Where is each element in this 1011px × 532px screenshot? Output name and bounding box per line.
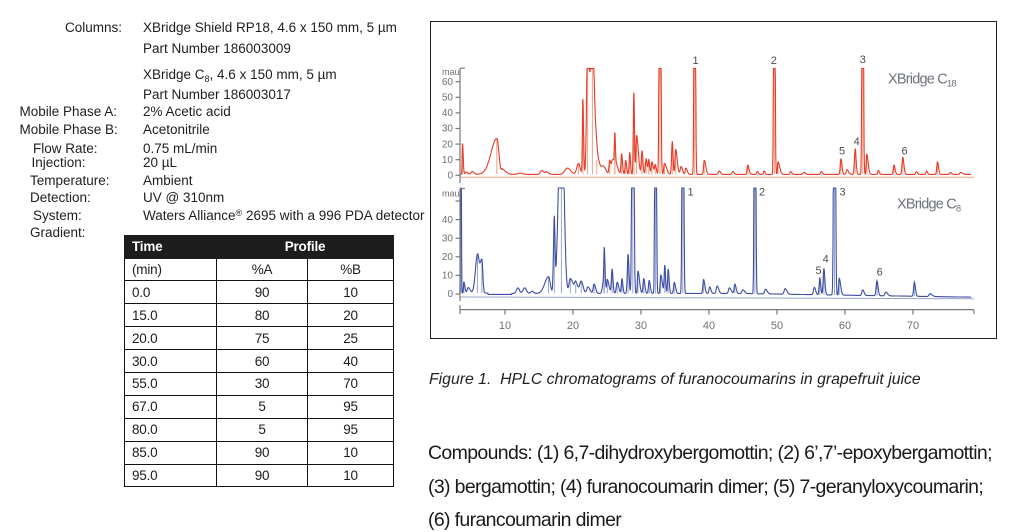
- svg-text:6: 6: [902, 146, 908, 158]
- svg-text:30: 30: [442, 124, 454, 135]
- svg-text:30: 30: [635, 320, 647, 332]
- svg-text:10: 10: [442, 155, 454, 166]
- svg-text:40: 40: [442, 108, 454, 119]
- svg-text:60: 60: [839, 320, 851, 332]
- svg-text:0: 0: [447, 289, 453, 300]
- svg-text:5: 5: [815, 265, 821, 277]
- svg-text:40: 40: [442, 215, 454, 226]
- svg-text:60: 60: [442, 77, 454, 88]
- svg-text:10: 10: [499, 320, 511, 332]
- svg-text:70: 70: [907, 320, 919, 332]
- svg-text:mau: mau: [442, 189, 460, 199]
- svg-text:30: 30: [442, 233, 454, 244]
- svg-text:50: 50: [771, 320, 783, 332]
- svg-text:1: 1: [693, 55, 699, 67]
- svg-text:2: 2: [759, 187, 765, 199]
- svg-text:20: 20: [567, 320, 579, 332]
- svg-text:6: 6: [877, 267, 883, 279]
- svg-text:20: 20: [442, 252, 454, 263]
- svg-text:5: 5: [839, 146, 845, 158]
- svg-text:40: 40: [703, 320, 715, 332]
- svg-text:1: 1: [687, 187, 693, 199]
- svg-text:4: 4: [823, 254, 829, 266]
- svg-text:3: 3: [860, 54, 866, 66]
- svg-text:XBridge C8: XBridge C8: [897, 197, 961, 215]
- svg-text:50: 50: [442, 93, 454, 104]
- svg-text:4: 4: [854, 136, 860, 148]
- svg-text:mau: mau: [442, 67, 460, 77]
- svg-text:10: 10: [442, 271, 454, 282]
- svg-text:20: 20: [442, 139, 454, 150]
- svg-text:3: 3: [839, 187, 845, 199]
- svg-text:0: 0: [447, 171, 453, 182]
- svg-text:XBridge C18: XBridge C18: [888, 72, 956, 90]
- svg-text:2: 2: [771, 55, 777, 67]
